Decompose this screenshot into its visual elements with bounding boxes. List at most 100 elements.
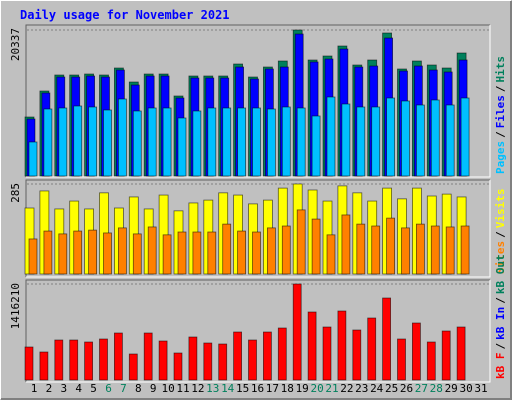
- x-tick-label: 14: [221, 382, 235, 395]
- bar: [73, 230, 83, 275]
- bar: [118, 227, 127, 275]
- bar: [58, 107, 68, 177]
- legend-separator: /: [494, 85, 507, 92]
- bar: [173, 352, 183, 381]
- bar: [158, 340, 168, 381]
- bar: [177, 231, 187, 275]
- bar: [296, 107, 306, 177]
- bar: [445, 104, 455, 177]
- bar: [218, 343, 228, 381]
- bar: [445, 226, 455, 275]
- bar: [296, 209, 306, 275]
- bar: [132, 110, 142, 177]
- bar: [118, 98, 127, 177]
- bar: [147, 107, 157, 177]
- panel-bevel-light: [26, 280, 491, 383]
- bar: [233, 331, 243, 381]
- x-tick-label: 7: [120, 382, 127, 395]
- x-tick-label: 2: [46, 382, 53, 395]
- bar: [43, 230, 53, 275]
- bar: [281, 106, 291, 177]
- x-tick-label: 10: [161, 382, 174, 395]
- legend: Sites / Visits: [494, 189, 507, 275]
- x-tick-label: 6: [105, 382, 112, 395]
- bar: [341, 214, 351, 275]
- x-tick-label: 20: [310, 382, 323, 395]
- bar: [386, 217, 396, 275]
- bar: [177, 117, 187, 177]
- x-tick-label: 1: [31, 382, 38, 395]
- bar: [162, 234, 172, 275]
- x-tick-label: 21: [325, 382, 338, 395]
- bar: [252, 107, 261, 177]
- bar: [326, 96, 336, 177]
- bar: [460, 225, 470, 275]
- y-tick-label: 285: [9, 183, 22, 203]
- x-tick-label: 31: [474, 382, 487, 395]
- bar: [266, 227, 276, 275]
- bar: [162, 107, 172, 177]
- bar: [28, 238, 38, 275]
- legend: kB F / kB In / kB Out: [494, 254, 507, 379]
- bar: [54, 339, 64, 381]
- bar: [311, 218, 321, 275]
- bar: [386, 97, 396, 177]
- chart-title: Daily usage for November 2021: [20, 8, 230, 22]
- y-tick-label: 20337: [9, 28, 22, 61]
- x-tick-label: 16: [251, 382, 264, 395]
- bar: [411, 322, 421, 381]
- bar: [430, 99, 440, 177]
- y-tick-label: 1416210: [9, 283, 22, 329]
- x-tick-label: 11: [176, 382, 189, 395]
- x-tick-label: 23: [355, 382, 368, 395]
- legend-entry: Sites: [494, 241, 507, 274]
- bar: [128, 353, 138, 381]
- bar: [252, 231, 261, 275]
- bar: [311, 115, 321, 177]
- bar: [322, 326, 332, 381]
- bar: [28, 141, 38, 177]
- bar: [207, 107, 217, 177]
- bar: [39, 351, 49, 381]
- bar: [371, 225, 381, 275]
- bar: [203, 342, 213, 381]
- legend-entry: Hits: [494, 56, 507, 83]
- bar: [266, 108, 276, 177]
- bar: [292, 283, 302, 381]
- bar: [143, 332, 153, 381]
- bar: [73, 105, 83, 177]
- bar: [99, 338, 108, 381]
- panel-bevel-light: [26, 25, 491, 178]
- legend-entry: Visits: [494, 189, 507, 229]
- bar: [352, 329, 362, 381]
- bar: [307, 311, 317, 381]
- bar: [397, 338, 406, 381]
- bar: [382, 297, 392, 381]
- legend-separator: /: [494, 343, 507, 350]
- x-tick-label: 15: [236, 382, 249, 395]
- bar: [132, 233, 142, 275]
- bar: [88, 229, 97, 275]
- bar: [401, 227, 410, 275]
- x-tick-label: 12: [191, 382, 204, 395]
- bar: [326, 234, 336, 275]
- x-tick-label: 19: [296, 382, 309, 395]
- bar: [262, 331, 272, 381]
- bar: [356, 223, 366, 275]
- bar: [103, 109, 112, 177]
- x-tick-label: 28: [430, 382, 443, 395]
- legend-entry: kB In: [494, 307, 507, 340]
- bar: [237, 230, 247, 275]
- x-tick-label: 13: [206, 382, 219, 395]
- bar: [337, 310, 347, 381]
- x-tick-label: 29: [445, 382, 458, 395]
- bar: [43, 108, 53, 177]
- bar: [371, 106, 381, 177]
- x-tick-label: 22: [340, 382, 353, 395]
- bar: [222, 223, 232, 275]
- bar: [281, 225, 291, 275]
- bar: [341, 103, 351, 177]
- x-tick-label: 27: [415, 382, 428, 395]
- panel-bevel-light: [26, 180, 491, 278]
- bar: [69, 339, 79, 381]
